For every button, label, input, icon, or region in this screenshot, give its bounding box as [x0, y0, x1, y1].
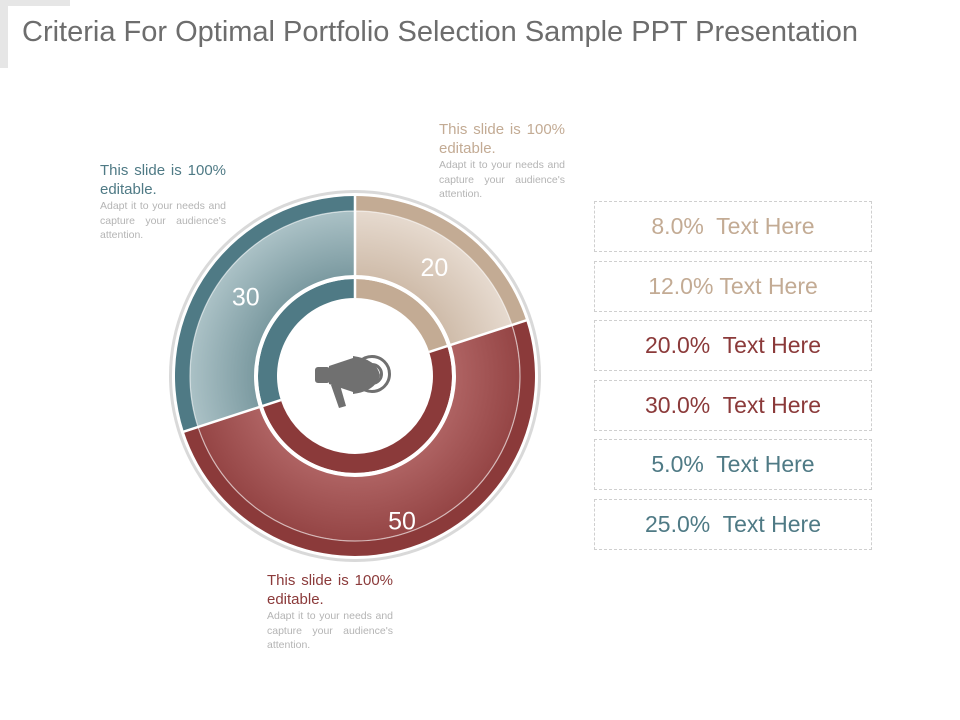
segment-inner-20	[355, 279, 448, 352]
segment-divider	[428, 318, 528, 354]
legend-item: 20.0% Text Here	[594, 320, 872, 372]
legend-item-text: 20.0% Text Here	[644, 332, 821, 359]
note-bottom: This slide is 100% editable. Adapt it to…	[267, 571, 393, 653]
segment-value-label: 20	[420, 254, 448, 282]
slide-title: Criteria For Optimal Portfolio Selection…	[22, 16, 858, 48]
note-top-left: This slide is 100% editable. Adapt it to…	[100, 161, 226, 243]
segment-rim-20	[355, 196, 527, 326]
segment-inner-30	[258, 279, 355, 406]
legend-item-text: 30.0% Text Here	[644, 391, 821, 418]
legend-item: 30.0% Text Here	[594, 379, 872, 431]
note-top-right: This slide is 100% editable. Adapt it to…	[439, 120, 565, 202]
note-body: Adapt it to your needs and capture your …	[439, 159, 565, 200]
note-heading: This slide is 100% editable.	[439, 121, 565, 157]
note-body: Adapt it to your needs and capture your …	[267, 610, 393, 651]
note-heading: This slide is 100% editable.	[267, 572, 393, 608]
legend-item-text: 8.0% Text Here	[651, 213, 815, 239]
note-heading: This slide is 100% editable.	[100, 162, 226, 198]
segment-value-label: 30	[232, 284, 260, 312]
legend-item: 5.0% Text Here	[594, 439, 872, 491]
segment-inner-50	[262, 346, 452, 473]
segment-50	[198, 325, 520, 541]
legend-item-text: 12.0% Text Here	[648, 272, 818, 299]
legend-item-text: 25.0% Text Here	[644, 510, 821, 537]
segment-divider	[182, 398, 282, 434]
legend-item: 12.0% Text Here	[594, 260, 872, 312]
note-body: Adapt it to your needs and capture your …	[100, 200, 226, 241]
legend: 8.0% Text Here 12.0% Text Here 20.0% Tex…	[594, 201, 872, 559]
legend-item-text: 5.0% Text Here	[651, 451, 815, 478]
segment-20	[355, 211, 512, 346]
corner-decoration	[0, 0, 70, 68]
megaphone-icon	[283, 304, 427, 448]
legend-item: 8.0% Text Here	[594, 201, 872, 252]
legend-item: 25.0% Text Here	[594, 498, 872, 550]
